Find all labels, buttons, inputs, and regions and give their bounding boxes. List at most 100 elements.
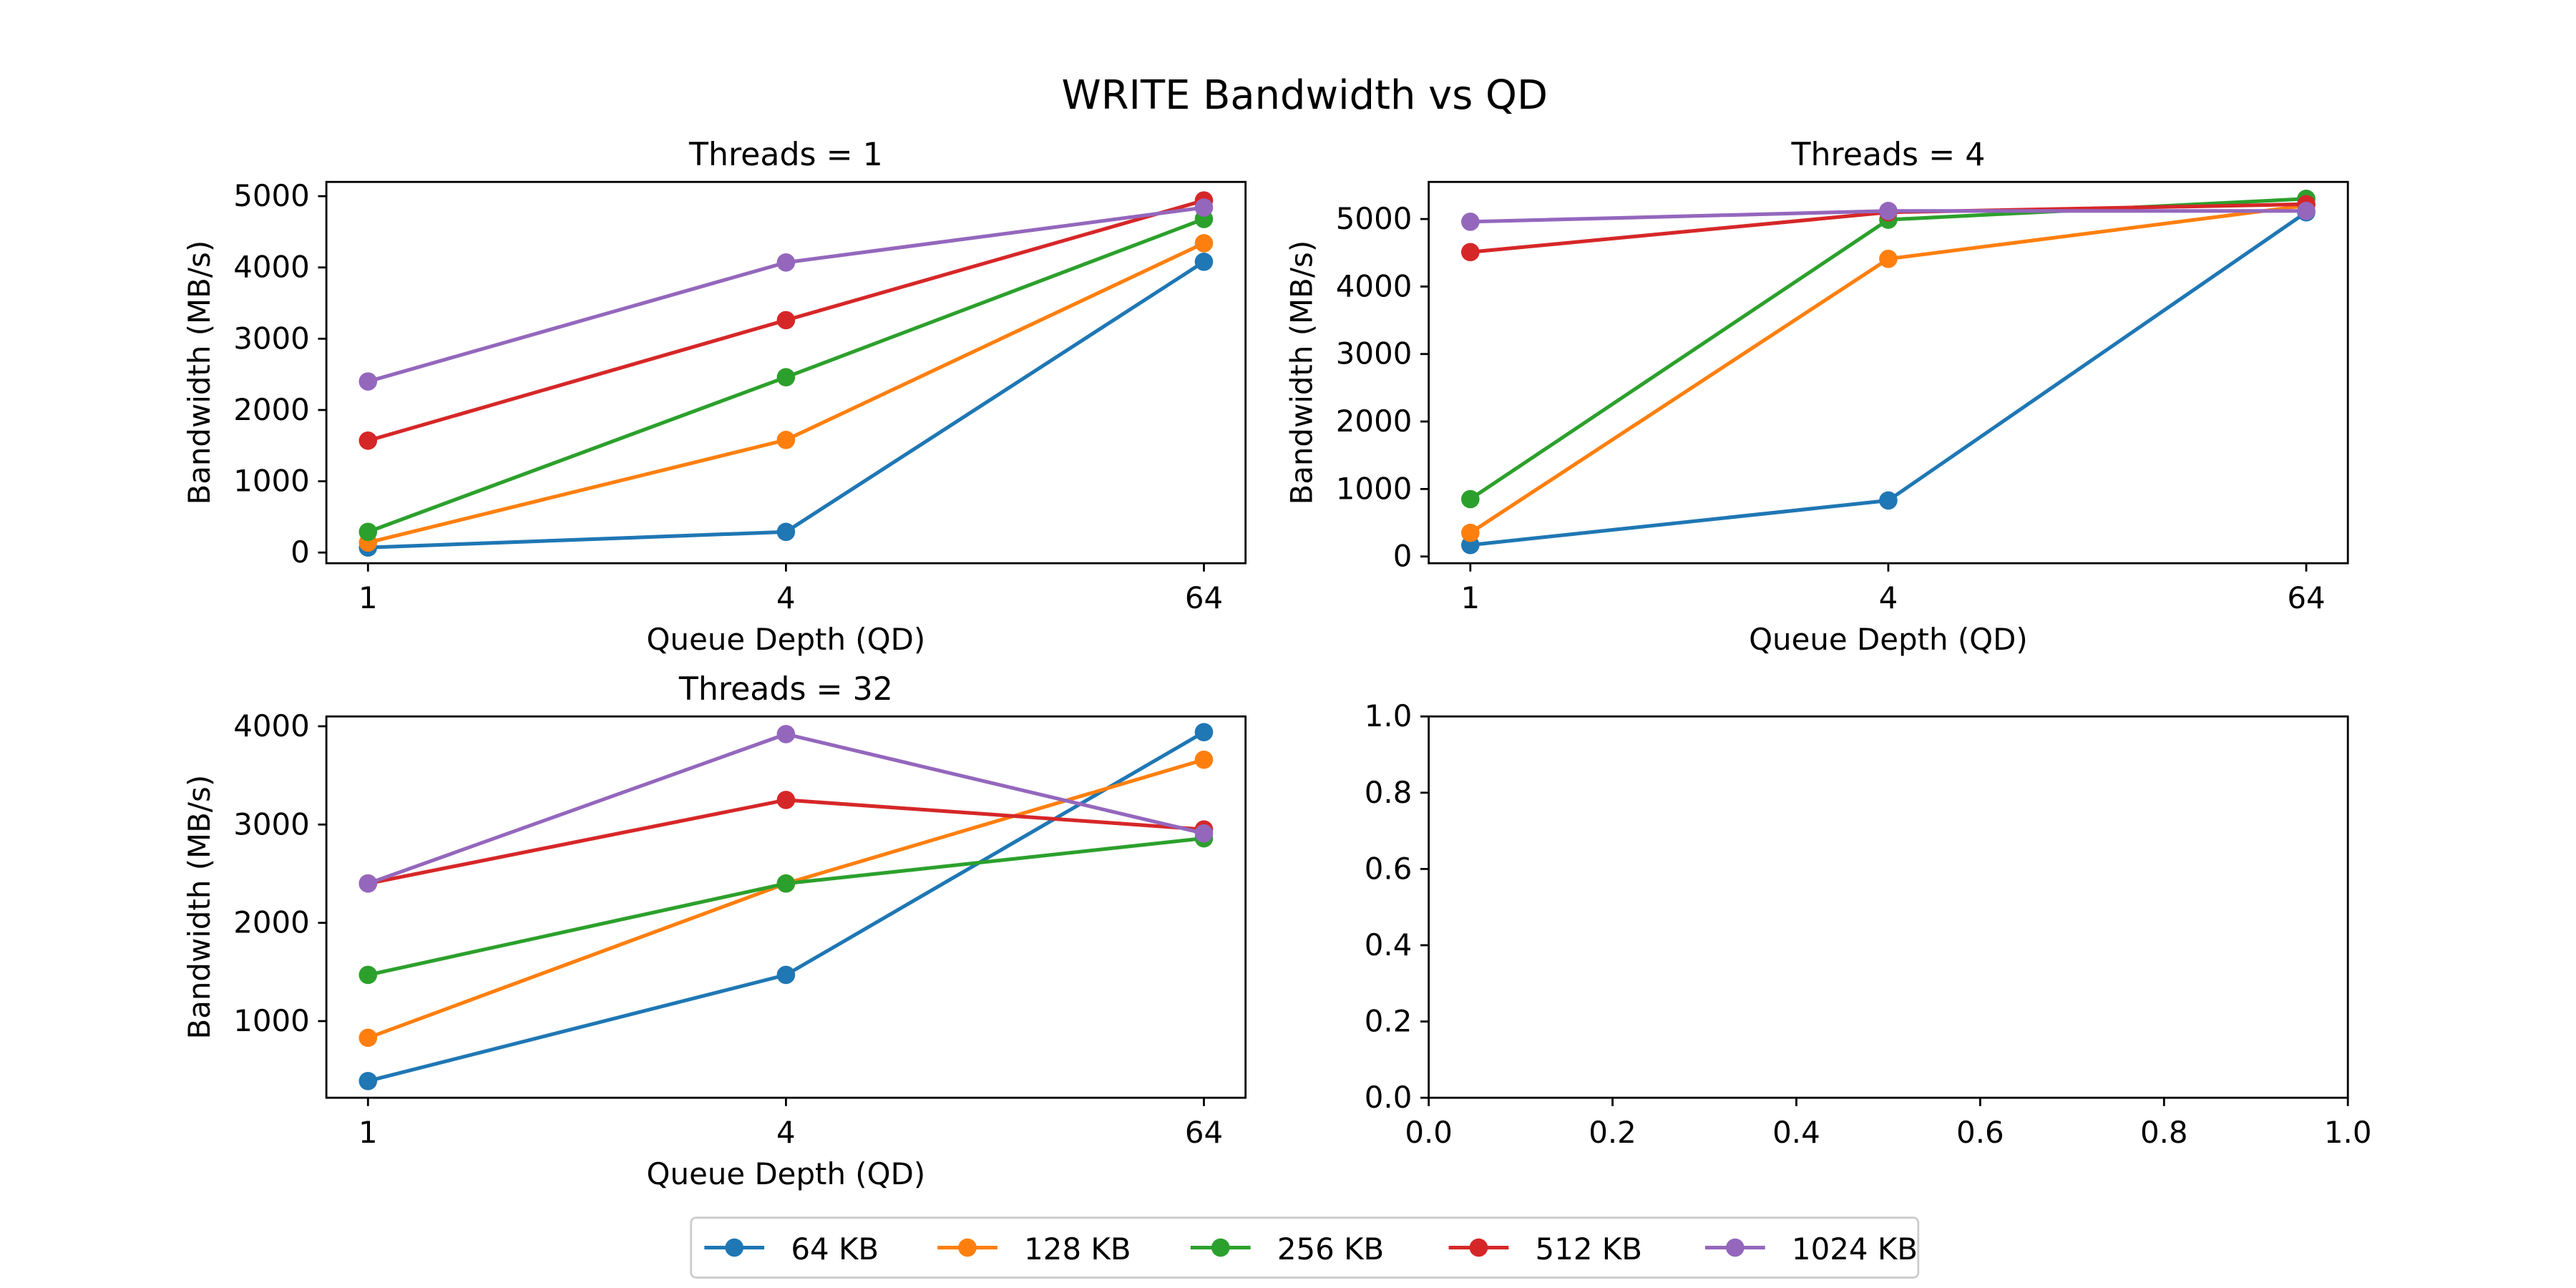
subplot-4: 0.0 0.2 0.4 0.6 0.8 1.0 0.0 0.2 0.4 0.6 0.8 1.0 [1365, 698, 2372, 1150]
data-point [358, 1028, 378, 1048]
x-tick-label: 64 [1185, 580, 1223, 615]
series-group [358, 191, 1214, 557]
legend-label: 512 KB [1536, 1231, 1642, 1267]
data-point [776, 253, 796, 272]
y-tick-label: 2000 [233, 392, 310, 427]
y-tick-label: 0 [291, 535, 310, 570]
legend-label: 1024 KB [1792, 1231, 1918, 1267]
data-point [358, 965, 378, 985]
data-point [1879, 491, 1898, 510]
subplot-title: Threads = 4 [1790, 137, 1985, 173]
y-tick-label: 4000 [233, 708, 310, 743]
y-tick-label: 3000 [233, 806, 310, 841]
y-axis-label: Bandwidth (MB/s) [182, 240, 217, 505]
x-tick-label: 0.6 [1956, 1115, 2004, 1150]
legend-frame [690, 1216, 1920, 1279]
x-axis-label: Queue Depth (QD) [647, 1156, 926, 1191]
data-point [776, 311, 796, 330]
x-tick-label: 4 [776, 580, 796, 615]
data-point [358, 1071, 378, 1091]
data-point [1194, 824, 1214, 843]
x-tick-label: 1 [358, 1115, 378, 1150]
data-point [358, 874, 378, 893]
x-tick-label: 4 [776, 1115, 796, 1150]
data-point [358, 522, 378, 542]
y-tick-label: 1.0 [1365, 698, 1413, 733]
series-group [358, 723, 1214, 1091]
data-point [776, 791, 796, 809]
y-tick-label: 1000 [1336, 471, 1413, 506]
x-tick-label: 64 [1185, 1115, 1223, 1150]
data-point [1194, 234, 1214, 253]
figure-title: WRITE Bandwidth vs QD [1061, 72, 1548, 119]
y-axis-label: Bandwidth (MB/s) [1284, 240, 1319, 505]
x-axis-label: Queue Depth (QD) [1749, 622, 2028, 657]
data-point [776, 431, 796, 449]
series-group [1461, 190, 2316, 555]
legend-label: 64 KB [791, 1231, 879, 1267]
subplot-3: 1 4 64 1000 2000 3000 4000 Threads = 32 Queue De… [182, 671, 1247, 1191]
legend-label: 128 KB [1024, 1231, 1131, 1267]
y-tick-label: 2000 [233, 905, 310, 940]
y-tick-label: 3000 [1336, 336, 1413, 371]
data-point [776, 874, 796, 893]
legend-item: 128 KB [937, 1231, 1131, 1267]
data-point [358, 372, 378, 391]
data-point [776, 522, 796, 542]
legend: 64 KB 128 KB 256 KB 512 KB 1024 KB [690, 1216, 1920, 1279]
y-tick-label: 0.2 [1365, 1004, 1413, 1039]
y-tick-label: 4000 [233, 250, 310, 285]
y-tick-label: 3000 [233, 321, 310, 356]
x-tick-label: 0.8 [2140, 1115, 2188, 1150]
data-point [776, 368, 796, 386]
legend-marker [1726, 1238, 1745, 1257]
x-tick-label: 1 [1460, 580, 1480, 615]
x-tick-label: 4 [1879, 580, 1898, 615]
data-point [1879, 201, 1898, 220]
x-tick-label: 0.0 [1405, 1115, 1453, 1150]
legend-item: 512 KB [1448, 1231, 1642, 1267]
legend-marker [958, 1238, 977, 1257]
y-tick-label: 4000 [1336, 268, 1413, 303]
legend-marker [725, 1238, 744, 1257]
y-tick-label: 1000 [233, 464, 310, 499]
y-tick-label: 2000 [1336, 404, 1413, 439]
legend-item: 64 KB [704, 1231, 879, 1267]
data-point [358, 431, 378, 450]
y-tick-label: 0.4 [1365, 927, 1413, 962]
x-axis-label: Queue Depth (QD) [647, 622, 926, 657]
x-tick-label: 1 [358, 580, 378, 615]
subplot-title: Threads = 1 [688, 137, 883, 173]
subplots: 1 4 64 0 1000 2000 3000 4000 5000 Threads = 1 Queu… [182, 137, 2371, 1191]
subplot-2: 1 4 64 0 1000 2000 3000 4000 5000 Threads = 4 Queu… [1284, 137, 2349, 657]
data-point [776, 965, 796, 985]
subplot-title: Threads = 32 [678, 671, 893, 708]
y-tick-label: 5000 [233, 178, 310, 213]
data-point [1194, 198, 1214, 217]
data-point [1461, 523, 1480, 542]
data-point [1194, 252, 1214, 271]
y-tick-label: 5000 [1336, 201, 1413, 236]
y-axis-label: Bandwidth (MB/s) [182, 775, 217, 1040]
y-tick-label: 0.6 [1365, 851, 1413, 886]
y-tick-label: 1000 [233, 1003, 310, 1038]
legend-label: 256 KB [1277, 1231, 1384, 1267]
y-tick-label: 0.8 [1365, 775, 1413, 810]
data-point [1194, 750, 1214, 769]
legend-marker [1211, 1238, 1230, 1257]
y-tick-label: 0.0 [1365, 1080, 1413, 1115]
x-tick-label: 0.2 [1589, 1115, 1636, 1150]
data-point [1194, 723, 1214, 742]
subplot-1: 1 4 64 0 1000 2000 3000 4000 5000 Threads = 1 Queu… [182, 137, 1247, 657]
data-point [1879, 249, 1898, 268]
x-tick-label: 1.0 [2324, 1115, 2372, 1150]
data-point [776, 725, 796, 743]
data-point [1461, 489, 1480, 509]
data-point [1461, 213, 1480, 231]
legend-item: 1024 KB [1704, 1231, 1918, 1267]
x-tick-label: 0.4 [1772, 1115, 1820, 1150]
y-tick-label: 0 [1393, 539, 1413, 574]
x-tick-label: 64 [2287, 580, 2325, 615]
legend-item: 256 KB [1190, 1231, 1384, 1267]
